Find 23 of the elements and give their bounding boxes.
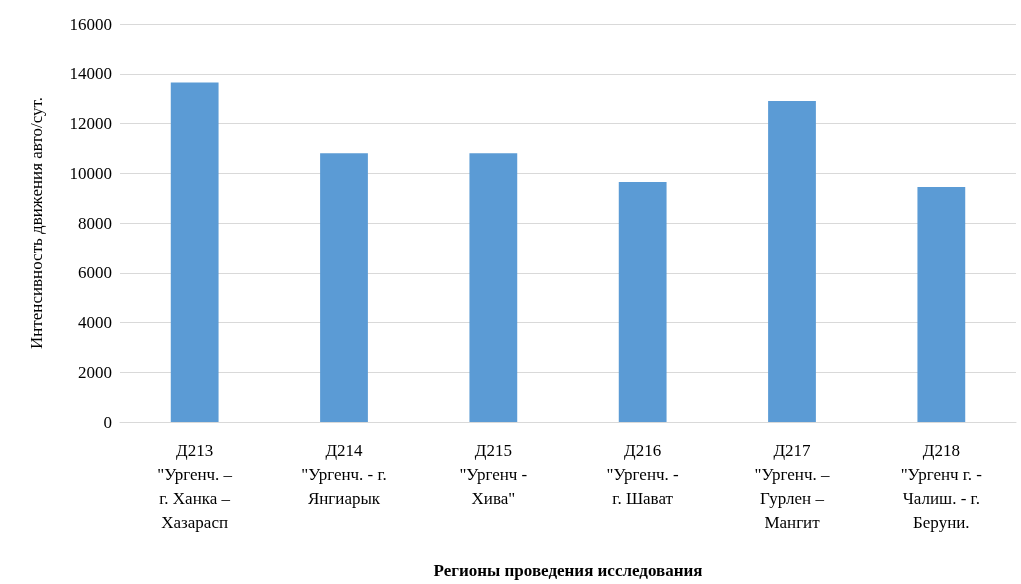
y-axis-title: Интенсивность движения авто/сут. [27, 96, 46, 350]
y-tick-label: 4000 [78, 313, 112, 332]
x-tick-label: Д215 "Ургенч - Хива" [459, 440, 528, 508]
x-tick-label: Д218 "Ургенч г. - Чалиш. - г. Беруни. [900, 440, 983, 532]
bar [768, 101, 816, 422]
bar [917, 186, 966, 422]
bar [170, 82, 219, 422]
y-tick-label: 14000 [69, 64, 112, 84]
y-tick-label: 16000 [69, 14, 112, 34]
x-axis-title: Регионы проведения исследования [433, 561, 703, 580]
y-tick-label: 8000 [78, 213, 112, 233]
y-tick-label: 10000 [69, 163, 112, 183]
bar [320, 153, 368, 422]
y-tick-label: 6000 [78, 263, 112, 283]
y-tick-label: 12000 [69, 114, 112, 133]
x-tick-label: Д216 "Ургенч. - г. Шават [606, 440, 680, 508]
y-tick-label: 2000 [78, 362, 112, 382]
y-tick-label: 0 [103, 412, 112, 432]
x-tick-label: Д213 "Ургенч. – г. Ханка – Хазарасп [157, 440, 233, 532]
bar [469, 153, 518, 422]
bar [618, 181, 667, 422]
x-tick-label: Д214 "Ургенч. - г. Янгиарык [301, 440, 387, 508]
x-tick-label: Д217 "Ургенч. – Гурлен – Мангит [754, 440, 830, 532]
